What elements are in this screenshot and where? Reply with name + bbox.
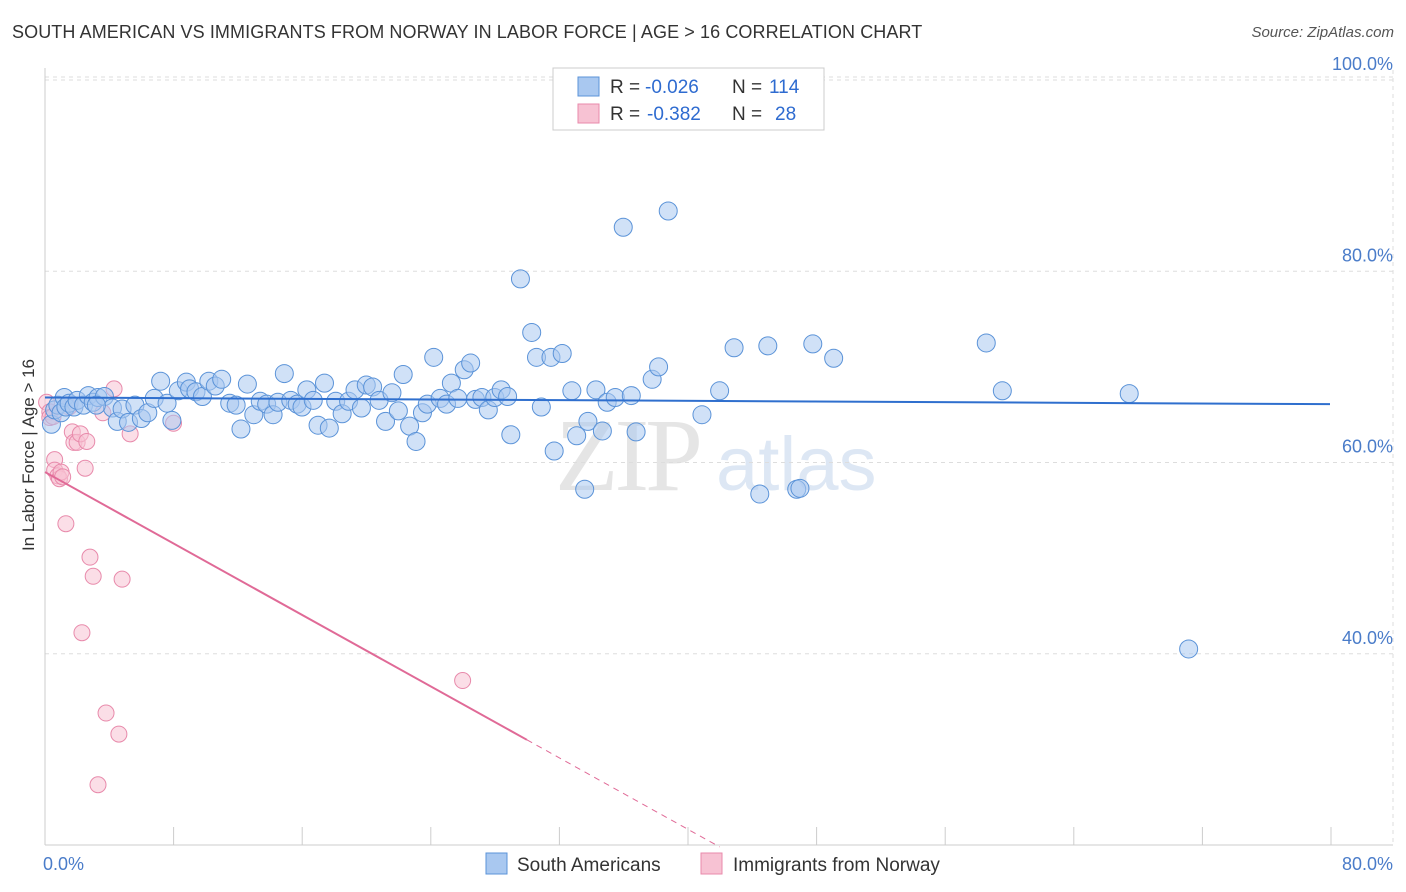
point-south-americans: [406, 431, 426, 451]
point-immigrants-from-norway: [81, 548, 99, 566]
point-south-americans: [510, 269, 530, 289]
point-immigrants-from-norway: [97, 704, 115, 722]
point-south-americans: [621, 386, 641, 406]
point-south-americans: [388, 401, 408, 421]
point-south-americans: [578, 411, 598, 431]
point-south-americans: [351, 398, 371, 418]
point-south-americans: [303, 390, 323, 410]
series-legend-label-south-americans: South Americans: [517, 855, 661, 876]
y-axis-title: In Labor Force | Age > 16: [19, 359, 38, 551]
point-south-americans: [231, 419, 251, 439]
point-south-americans: [448, 388, 468, 408]
point-south-americans: [605, 387, 625, 407]
point-south-americans: [212, 369, 232, 389]
point-south-americans: [162, 410, 182, 430]
source-credit: Source: ZipAtlas.com: [1251, 24, 1394, 41]
point-south-americans: [658, 201, 678, 221]
legend-r-label-1: R =: [610, 77, 640, 98]
legend-n-label-2: N =: [732, 104, 762, 125]
point-south-americans: [319, 418, 339, 438]
point-south-americans: [226, 395, 246, 415]
point-south-americans: [790, 478, 810, 498]
point-south-americans: [151, 371, 171, 391]
point-immigrants-from-norway: [89, 776, 107, 794]
point-immigrants-from-norway: [454, 672, 472, 690]
y-tick-label-40: 40.0%: [1342, 628, 1393, 648]
point-south-americans: [976, 333, 996, 353]
point-south-americans: [724, 338, 744, 358]
point-south-americans: [498, 387, 518, 407]
point-south-americans: [274, 364, 294, 384]
legend-swatch-pink: [577, 103, 600, 124]
legend-swatch-blue: [577, 76, 600, 97]
trend-line-immigrants-from-norway-extension: [526, 739, 720, 848]
series-legend-swatch-blue: [485, 852, 508, 875]
legend-r-value-1: -0.026: [645, 77, 699, 98]
y-tick-labels: 40.0% 60.0% 80.0% 100.0%: [1332, 54, 1393, 648]
point-south-americans: [992, 381, 1012, 401]
point-south-americans: [522, 322, 542, 342]
point-south-americans: [501, 425, 521, 445]
legend-r-label-2: R =: [610, 104, 640, 125]
point-immigrants-from-norway: [76, 459, 94, 477]
axes: [44, 68, 1393, 846]
point-south-americans: [710, 381, 730, 401]
point-south-americans: [649, 357, 669, 377]
point-south-americans: [237, 374, 257, 394]
point-immigrants-from-norway: [113, 570, 131, 588]
point-south-americans: [1119, 384, 1139, 404]
y-tick-label-80: 80.0%: [1342, 245, 1393, 265]
trend-lines: [44, 396, 1331, 848]
point-immigrants-from-norway: [78, 432, 96, 450]
point-south-americans: [750, 484, 770, 504]
point-immigrants-from-norway: [110, 725, 128, 743]
x-tick-label-max: 80.0%: [1342, 854, 1393, 874]
point-south-americans: [562, 381, 582, 401]
chart-title: SOUTH AMERICAN VS IMMIGRANTS FROM NORWAY…: [12, 22, 923, 42]
series-legend-label-immigrants-from-norway: Immigrants from Norway: [733, 855, 940, 876]
point-south-americans: [393, 365, 413, 385]
point-south-americans: [376, 411, 396, 431]
point-south-americans: [314, 373, 334, 393]
legend-n-value-1: 114: [769, 77, 800, 98]
watermark: ZIP atlas: [555, 398, 877, 513]
point-south-americans: [692, 405, 712, 425]
point-south-americans: [424, 347, 444, 367]
point-south-americans: [86, 395, 106, 415]
point-south-americans: [1179, 639, 1199, 659]
y-tick-label-100: 100.0%: [1332, 54, 1393, 74]
point-south-americans: [382, 383, 402, 403]
point-south-americans: [586, 380, 606, 400]
point-south-americans: [461, 353, 481, 373]
series-legend: South Americans Immigrants from Norway: [485, 852, 940, 876]
point-south-americans: [824, 348, 844, 368]
point-south-americans: [531, 397, 551, 417]
trend-line-south-americans: [44, 396, 1331, 406]
legend-n-value-2: 28: [775, 104, 796, 125]
x-tick-labels: 0.0% 80.0%: [43, 854, 1393, 874]
point-south-americans: [567, 426, 587, 446]
series-immigrants-from-norway: [38, 380, 472, 794]
legend-r-value-2: -0.382: [647, 104, 701, 125]
legend-n-label-1: N =: [732, 77, 762, 98]
point-immigrants-from-norway: [73, 624, 91, 642]
series-legend-swatch-pink: [700, 852, 723, 875]
point-south-americans: [575, 479, 595, 499]
point-south-americans: [626, 422, 646, 442]
trend-line-immigrants-from-norway: [44, 471, 528, 741]
point-south-americans: [803, 334, 823, 354]
stats-legend: R = -0.026 N = 114 R = -0.382 N = 28: [552, 67, 825, 131]
point-south-americans: [613, 217, 633, 237]
x-tick-label-min: 0.0%: [43, 854, 84, 874]
point-south-americans: [544, 441, 564, 461]
point-immigrants-from-norway: [57, 515, 75, 533]
watermark-zip: ZIP: [555, 398, 699, 513]
point-south-americans: [592, 421, 612, 441]
point-south-americans: [758, 336, 778, 356]
y-tick-label-60: 60.0%: [1342, 437, 1393, 457]
point-south-americans: [552, 343, 572, 363]
point-immigrants-from-norway: [84, 567, 102, 585]
